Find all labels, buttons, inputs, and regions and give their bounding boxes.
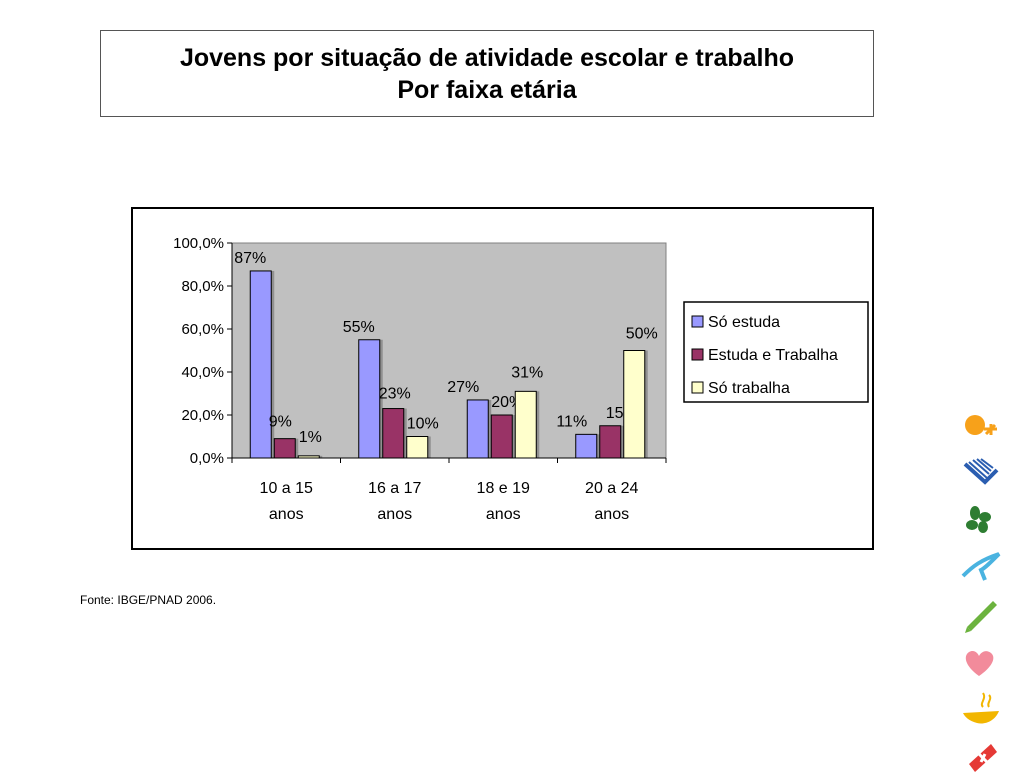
x-tick-label: 18 e 19 [477,480,530,497]
legend-swatch [691,315,704,328]
x-tick-label: anos [486,506,521,523]
bar-shade [536,391,540,458]
data-label: 1% [299,429,322,446]
bar [273,438,296,459]
legend-label: Estuda e Trabalha [708,347,838,364]
page-title: Jovens por situação de atividade escolar… [179,43,795,72]
bar-shade [295,438,299,458]
source-note: Fonte: IBGE/PNAD 2006. [80,593,217,607]
bar [623,350,646,459]
data-label: 11% [556,413,587,430]
bar [599,425,622,459]
green-pencil-icon [965,601,997,633]
cyan-bird-icon [961,552,1001,581]
bar-shade [644,350,648,458]
green-clover-icon [966,506,991,533]
data-label: 9% [269,414,292,431]
bar-shade [512,415,516,458]
bar [382,408,405,459]
bar-shade [319,455,323,458]
bar-shade [488,399,492,458]
data-label: 50% [626,326,658,343]
x-tick-label: anos [594,506,629,523]
x-tick-label: 10 a 15 [260,480,313,497]
bar [406,436,429,459]
bar [466,399,489,459]
y-tick-label: 40,0% [181,364,224,381]
page-subtitle: Por faixa etária [397,75,577,104]
y-tick-label: 20,0% [181,407,224,424]
y-tick-label: 60,0% [181,321,224,338]
legend [683,301,869,403]
bar-chart: 0,0% 20,0% 40,0% 60,0% 80,0% 100,0% 10 a 15 ano… [173,235,869,523]
y-tick-label: 80,0% [181,278,224,295]
x-tick-label: anos [377,506,412,523]
pink-heart-icon [965,650,994,676]
orange-figure-icon [965,415,997,436]
bar-shade [403,408,407,458]
legend-label: Só estuda [708,314,780,331]
red-cross-icon [969,744,997,772]
data-label: 23% [379,386,411,403]
x-tick-label: 20 a 24 [585,480,638,497]
bar-shade [427,436,431,458]
bar-shade [379,339,383,458]
plot-area [231,242,667,459]
icon-column [955,405,1015,781]
legend-label: Só trabalha [708,380,790,397]
bar-shade [620,425,624,458]
bar [358,339,381,459]
y-tick-label: 0,0% [190,450,224,467]
bar [575,433,598,459]
legend-swatch [691,348,704,361]
data-label: 10% [407,416,439,433]
bar-shade [271,270,275,458]
data-label: 55% [343,319,375,336]
data-label: 87% [234,250,266,267]
title-box: Jovens por situação de atividade escolar… [100,30,874,117]
yellow-bowl-icon [963,692,999,724]
bar [249,270,272,459]
data-label: 31% [511,364,543,381]
bar [297,455,320,459]
legend-swatch [691,381,704,394]
blue-book-icon [963,458,999,485]
bar-shade [596,434,600,458]
x-tick-label: anos [269,506,304,523]
bar [490,414,513,459]
bar [514,390,537,459]
data-label: 27% [447,379,479,396]
x-tick-label: 16 a 17 [368,480,421,497]
y-tick-label: 100,0% [173,235,224,252]
